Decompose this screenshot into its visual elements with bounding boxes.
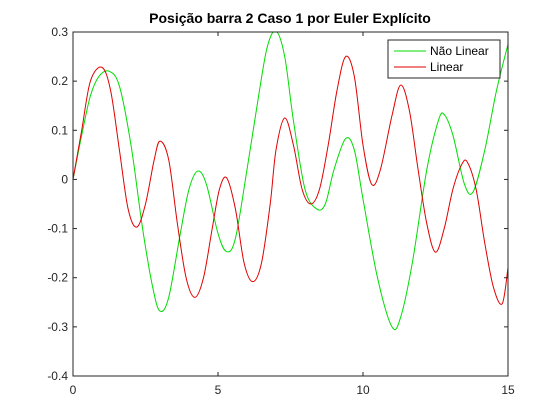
y-axis: -0.4 -0.3 -0.2 -0.1 0 0.1 0.2 0.3 — [47, 25, 508, 383]
legend: Não Linear Linear — [387, 39, 501, 79]
x-tick-label: 10 — [356, 383, 370, 397]
y-tick-label: 0.1 — [51, 123, 68, 137]
plot-area — [73, 32, 508, 376]
x-tick-label: 15 — [501, 383, 515, 397]
y-tick-label: -0.3 — [47, 320, 68, 334]
series-line-linear — [73, 55, 508, 305]
y-tick-label: 0.3 — [51, 25, 68, 39]
x-tick-label: 5 — [215, 383, 222, 397]
y-tick-label: -0.4 — [47, 369, 68, 383]
axes-frame — [72, 31, 509, 377]
y-tick-label: 0 — [61, 172, 68, 186]
legend-label: Linear — [430, 60, 463, 74]
y-tick-label: 0.2 — [51, 74, 68, 88]
legend-box — [387, 39, 501, 79]
legend-label: Não Linear — [430, 44, 489, 58]
series-line-nao-linear — [73, 32, 508, 331]
x-axis: 0 5 10 15 — [70, 32, 515, 397]
y-tick-label: -0.2 — [47, 271, 68, 285]
chart-title: Posição barra 2 Caso 1 por Euler Explíci… — [149, 10, 431, 26]
series-layer — [73, 32, 508, 331]
axes-border — [72, 31, 509, 377]
y-tick-label: -0.1 — [47, 222, 68, 236]
x-tick-label: 0 — [70, 383, 77, 397]
